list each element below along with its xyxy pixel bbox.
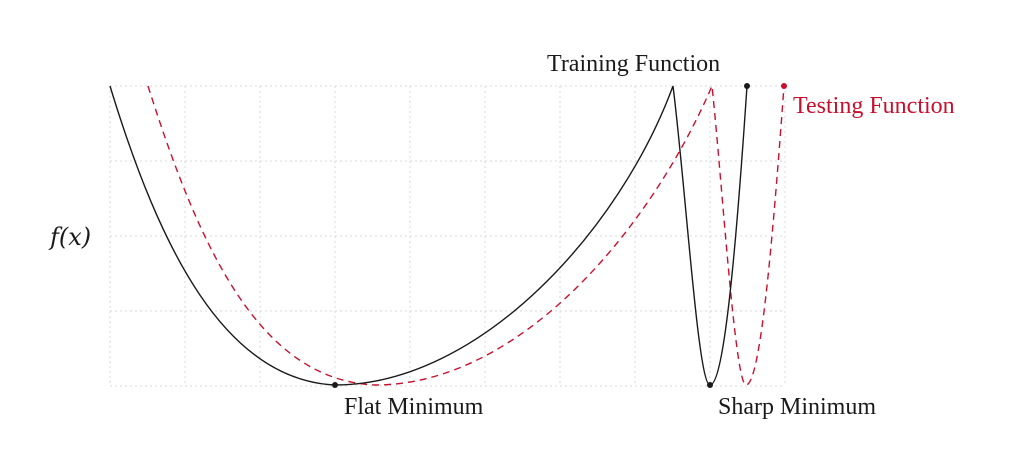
flat-minimum-label: Flat Minimum bbox=[344, 394, 484, 420]
background-grid bbox=[109, 85, 786, 387]
sharp-minimum-point bbox=[707, 382, 713, 388]
training-function-end-point bbox=[744, 83, 750, 89]
training-function-curve bbox=[109, 85, 748, 386]
testing-function-label: Testing Function bbox=[793, 93, 955, 119]
training-function-label: Training Function bbox=[547, 51, 720, 77]
testing-function-curve bbox=[147, 83, 785, 386]
y-axis-label: f(x) bbox=[48, 223, 91, 251]
flat-minimum-point bbox=[332, 382, 338, 388]
testing-function-end-point bbox=[781, 83, 787, 89]
sharp-minimum-label: Sharp Minimum bbox=[718, 394, 876, 420]
